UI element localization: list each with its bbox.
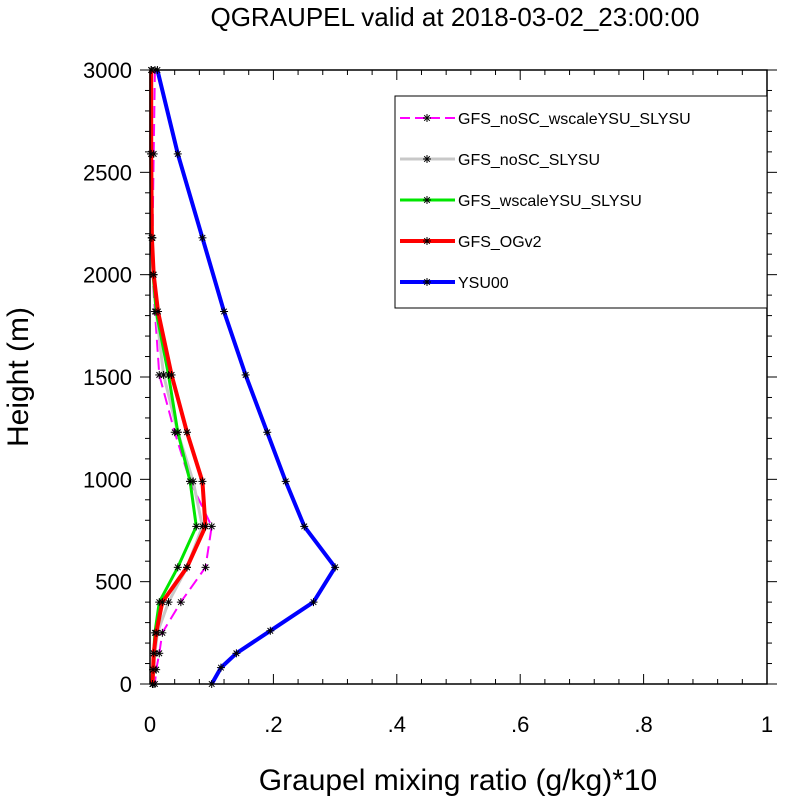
series-point-GFS_OGv2 <box>183 563 192 572</box>
series-point-GFS_wscaleYSU_SLYSU <box>173 563 182 572</box>
series-point-GFS_OGv2 <box>183 428 192 437</box>
legend: GFS_noSC_wscaleYSU_SLYSU GFS_noSC_SLYSU GF… <box>394 95 768 309</box>
legend-marker-GFS_OGv2 <box>423 237 431 245</box>
x-tick-label: .8 <box>634 712 652 737</box>
series-point-YSU00 <box>241 370 250 379</box>
x-tick-label: .2 <box>264 712 282 737</box>
x-tick-label: .6 <box>511 712 529 737</box>
series-point-GFS_noSC_wscaleYSU_SLYSU <box>201 563 210 572</box>
series-point-GFS_OGv2 <box>147 149 156 158</box>
series-point-YSU00 <box>281 477 290 486</box>
series-point-GFS_noSC_SLYSU <box>159 370 168 379</box>
legend-label-YSU00: YSU00 <box>458 275 509 292</box>
series-point-YSU00 <box>331 563 340 572</box>
y-tick-label: 500 <box>95 570 132 595</box>
y-tick-label: 0 <box>120 672 132 697</box>
y-tick-label: 2000 <box>83 263 132 288</box>
series-point-GFS_wscaleYSU_SLYSU <box>192 522 201 531</box>
series-YSU00 <box>153 66 340 688</box>
series-line-YSU00 <box>155 69 338 685</box>
series-point-GFS_OGv2 <box>149 270 158 279</box>
series-point-YSU00 <box>216 663 225 672</box>
series-point-YSU00 <box>220 307 229 316</box>
series-GFS_noSC_wscaleYSU_SLYSU <box>148 66 216 688</box>
legend-box <box>394 95 768 309</box>
series-layer <box>147 66 340 688</box>
legend-marker-GFS_wscaleYSU_SLYSU <box>423 196 431 204</box>
legend-marker-YSU00 <box>423 278 431 286</box>
series-point-GFS_wscaleYSU_SLYSU <box>186 477 195 486</box>
series-point-YSU00 <box>198 233 207 242</box>
series-point-GFS_OGv2 <box>149 649 158 658</box>
axis-ticks: 0 .2 .4 .6 .8 1 0 500 1000 1500 2000 2500 3000 <box>83 58 777 737</box>
series-point-GFS_wscaleYSU_SLYSU <box>173 428 182 437</box>
x-axis-label: Graupel mixing ratio (g/kg)*10 <box>259 764 658 797</box>
series-point-YSU00 <box>263 428 272 437</box>
series-point-GFS_noSC_wscaleYSU_SLYSU <box>158 628 167 637</box>
series-point-GFS_OGv2 <box>167 370 176 379</box>
series-point-YSU00 <box>232 649 241 658</box>
series-point-YSU00 <box>300 522 309 531</box>
y-tick-label: 3000 <box>83 58 132 83</box>
y-tick-label: 1500 <box>83 365 132 390</box>
plot-frame <box>149 69 768 685</box>
legend-marker-GFS_noSC_SLYSU <box>423 155 431 163</box>
series-point-GFS_OGv2 <box>201 522 210 531</box>
legend-label-GFS_noSC_SLYSU: GFS_noSC_SLYSU <box>458 152 600 169</box>
x-tick-label: 0 <box>144 712 156 737</box>
legend-label-GFS_noSC_wscaleYSU_SLYSU: GFS_noSC_wscaleYSU_SLYSU <box>458 111 691 128</box>
series-point-YSU00 <box>309 598 318 607</box>
series-GFS_OGv2 <box>147 66 210 688</box>
y-axis-label: Height (m) <box>2 307 35 447</box>
series-point-YSU00 <box>266 626 275 635</box>
series-point-YSU00 <box>173 149 182 158</box>
series-point-GFS_OGv2 <box>154 307 163 316</box>
x-tick-label: .4 <box>388 712 406 737</box>
series-point-GFS_noSC_wscaleYSU_SLYSU <box>207 522 216 531</box>
series-GFS_noSC_SLYSU <box>147 66 207 688</box>
legend-label-GFS_OGv2: GFS_OGv2 <box>458 234 542 251</box>
y-tick-label: 2500 <box>83 160 132 185</box>
y-tick-label: 1000 <box>83 467 132 492</box>
x-tick-label: 1 <box>761 712 773 737</box>
legend-label-GFS_wscaleYSU_SLYSU: GFS_wscaleYSU_SLYSU <box>458 193 642 210</box>
series-point-GFS_OGv2 <box>152 628 161 637</box>
series-point-GFS_OGv2 <box>158 598 167 607</box>
legend-marker-GFS_noSC_wscaleYSU_SLYSU <box>423 114 431 122</box>
series-point-GFS_OGv2 <box>198 477 207 486</box>
chart-title: QGRAUPEL valid at 2018-03-02_23:00:00 <box>210 2 699 32</box>
series-point-GFS_noSC_wscaleYSU_SLYSU <box>176 598 185 607</box>
